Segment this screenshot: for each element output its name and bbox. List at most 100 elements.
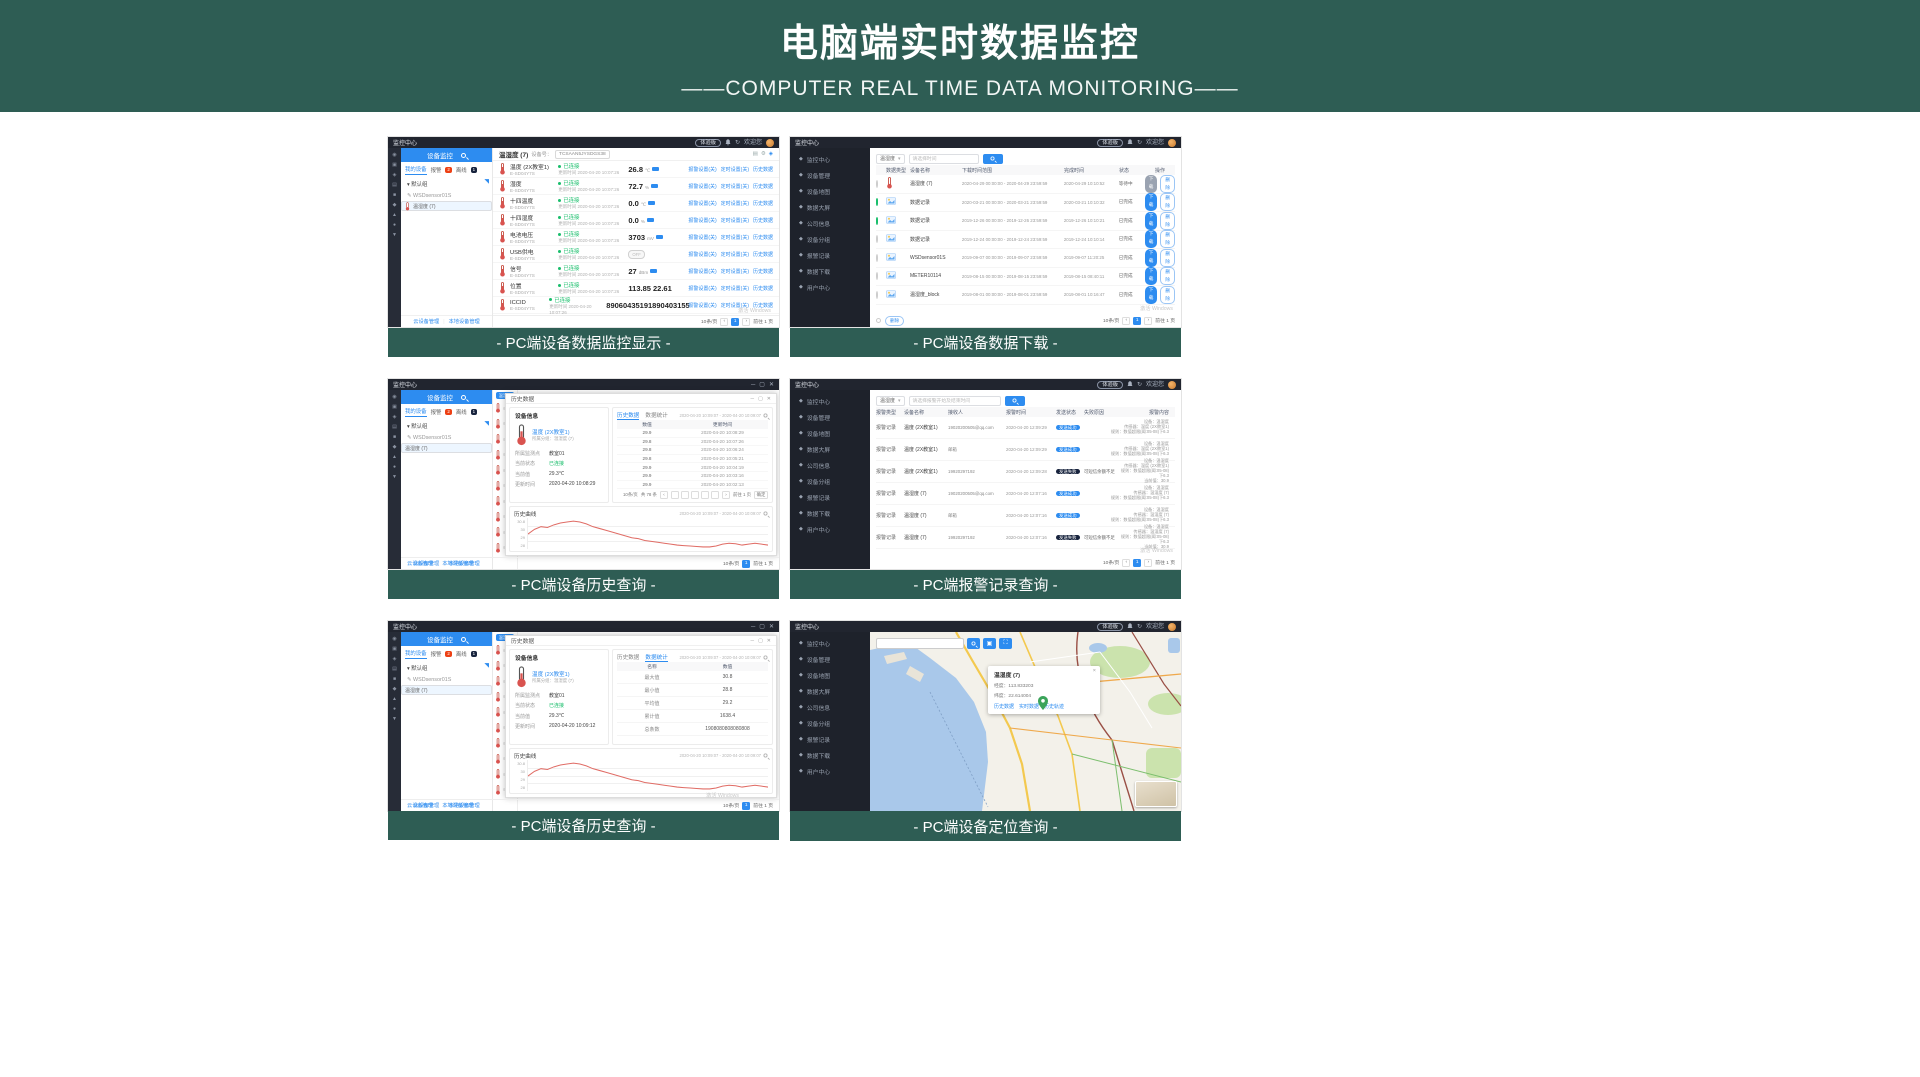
close-icon[interactable]: ✕ [768,623,774,630]
doc-icon[interactable]: ▤ [752,151,758,157]
goto-page[interactable]: 前往 1 页 [1155,319,1175,324]
current-page[interactable]: 1 [742,801,751,810]
link-history-data[interactable]: 历史数据 [752,302,773,309]
close-icon[interactable]: ✕ [768,381,774,388]
alarm-row[interactable]: 报警记录 温湿度 (7) 邮箱 2020-04-20 12:07:16 发送成功… [876,505,1175,527]
bell-icon[interactable] [1127,623,1133,630]
device-row[interactable]: 湿度 E-SD04Y7S 已连接 更新时间 2020-04-20 10:07:2… [493,178,779,195]
tab-my-devices[interactable]: 我的设备 [405,651,427,659]
device-name-link[interactable]: 温度 (2X教室1) [532,430,570,436]
sidebar-item[interactable]: ◆ 设备分组 [799,478,831,486]
map-marker-icon[interactable] [1038,696,1048,710]
link-history-data[interactable]: 历史数据 [753,217,774,224]
rail-icon[interactable]: ■ [392,434,397,440]
link-timer-setting[interactable]: 定时设置(关) [720,183,749,190]
download-button[interactable]: 下载 [1144,211,1158,230]
link-alarm-setting[interactable]: 报警设置(关) [688,285,717,292]
sidebar-item[interactable]: ◆ 数据大屏 [799,446,831,454]
rail-icon[interactable]: ▼ [392,716,397,722]
row-checkbox[interactable] [876,179,878,188]
link-history-data[interactable]: 历史数据 [753,166,774,173]
modal-close-icon[interactable]: ✕ [766,395,771,402]
per-page-select[interactable]: 10条/页 [701,320,718,325]
tab-my-devices[interactable]: 我的设备 [405,409,427,417]
link-history-data[interactable]: 历史数据 [753,200,774,207]
sidebar-item[interactable]: ◆ 用户中心 [799,768,831,776]
rail-icon[interactable]: ◈ [392,414,397,420]
rail-icon[interactable]: ▤ [392,424,397,430]
table-row[interactable]: WSDsensor01S 2019-09-07 00:00:00 - 2019-… [876,248,1175,268]
goto-page[interactable]: 前往 1 页 [753,804,773,809]
download-button[interactable]: 下载 [1144,248,1158,267]
link-history-data[interactable]: 历史数据 [753,268,774,275]
bell-icon[interactable] [725,139,731,146]
select-all-checkbox[interactable] [876,318,881,323]
page-number[interactable] [670,490,679,499]
download-button[interactable]: 下载 [1144,267,1158,286]
sidebar-item[interactable]: ◆ 公司信息 [799,704,831,712]
link-timer-setting[interactable]: 定时设置(关) [720,200,749,207]
rail-icon[interactable]: ▣ [392,646,397,652]
alarm-row[interactable]: 报警记录 温湿度 (7) 19920297192 2020-04-20 12:0… [876,525,1175,549]
map-canvas[interactable]: ▣ ⛶ 温湿度 (7) × 经度：113.833203 纬度：22.614004… [870,632,1181,811]
table-row[interactable]: 数据记录 2019-12-26 00:00:00 - 2019-12-26 23… [876,211,1175,231]
device-row[interactable]: 温度 (2X教室1) E-SD04Y7S 已连接 更新时间 2020-04-20… [493,161,779,178]
rail-icon[interactable]: ■ [392,676,397,682]
delete-button[interactable]: 删除 [1160,193,1175,212]
sidebar-item[interactable]: ◆ 用户中心 [799,526,831,534]
date-range-input[interactable]: 请选择报警开始及结束时间 [908,395,1001,406]
rail-icon[interactable]: ▣ [392,404,397,410]
tab-offline[interactable]: 离线 [455,168,467,174]
link-timer-setting[interactable]: 定时设置(关) [720,285,749,292]
sidebar-item[interactable]: ◆ 数据下载 [799,510,831,518]
per-page-select[interactable]: 10条/页 [1103,319,1120,324]
page-number[interactable] [700,490,709,499]
link-alarm-setting[interactable]: 报警设置(关) [688,183,717,190]
sidebar-item[interactable]: ◆ 报警记录 [799,494,831,502]
goto-page[interactable]: 前往 1 页 [732,491,751,497]
link-local-devices[interactable]: 本地设备管理 [442,803,474,809]
next-page-button[interactable]: › [742,317,751,326]
min-icon[interactable]: ─ [751,623,756,630]
current-page[interactable]: 1 [731,317,740,326]
alarm-row[interactable]: 报警记录 温度 (2X教室1) 19920297192 2020-04-20 1… [876,459,1175,483]
refresh-icon[interactable]: ↻ [1136,381,1142,388]
table-row[interactable]: 数据记录 2020-03-21 00:00:00 - 2020-03-21 23… [876,193,1175,212]
modal-max-icon[interactable]: ▢ [758,637,763,644]
link-alarm-setting[interactable]: 报警设置(关) [688,268,717,275]
link-local-devices[interactable]: 本地设备管理 [448,561,480,567]
rail-icon[interactable]: ▲ [392,696,397,702]
table-row[interactable]: 数据记录 2019-12-24 00:00:00 - 2019-12-24 23… [876,230,1175,249]
trial-button[interactable]: 体验版 [1097,380,1123,389]
sidebar-item[interactable]: ◆ 设备分组 [799,236,831,244]
delete-button[interactable]: 删除 [1160,248,1175,267]
tab-alarm[interactable]: 报警 [430,168,442,174]
link-timer-setting[interactable]: 定时设置(关) [720,302,749,309]
expand-arrows-icon[interactable]: ◥ [484,179,489,185]
tab-history-data[interactable]: 历史数据 [617,655,640,661]
link-timer-setting[interactable]: 定时设置(关) [720,217,749,224]
link-alarm-setting[interactable]: 报警设置(关) [688,302,717,309]
modal-min-icon[interactable]: ─ [750,637,755,644]
tab-offline[interactable]: 离线 [455,652,467,658]
link-history-data[interactable]: 历史数据 [753,183,774,190]
rail-icon[interactable]: ▼ [392,474,397,480]
current-page[interactable]: 1 [742,559,751,568]
sidebar-item[interactable]: ◆ 设备管理 [799,414,831,422]
current-page[interactable]: 1 [1133,558,1142,567]
rail-icon[interactable]: ▤ [392,666,397,672]
device-row[interactable]: 信号 E-SD04Y7S 已连接 更新时间 2020-04-20 10:07:2… [493,263,779,280]
rail-icon[interactable]: ▣ [392,162,397,168]
page-number[interactable] [690,490,699,499]
row-checkbox[interactable] [876,216,878,225]
row-checkbox[interactable] [876,198,878,207]
goto-page[interactable]: 前往 1 页 [753,320,773,325]
map-search-input[interactable] [876,638,964,649]
trial-button[interactable]: 体验版 [695,138,721,147]
date-range[interactable]: 2020-04-20 10:09:07 - 2020-04-20 10:09:0… [679,511,762,516]
rail-icon[interactable]: ◆ [392,444,397,450]
page-number[interactable] [710,490,719,499]
search-icon[interactable] [461,152,466,158]
sidebar-item[interactable]: ◆ 设备分组 [799,720,831,728]
prev-page-button[interactable]: ‹ [1122,558,1131,567]
